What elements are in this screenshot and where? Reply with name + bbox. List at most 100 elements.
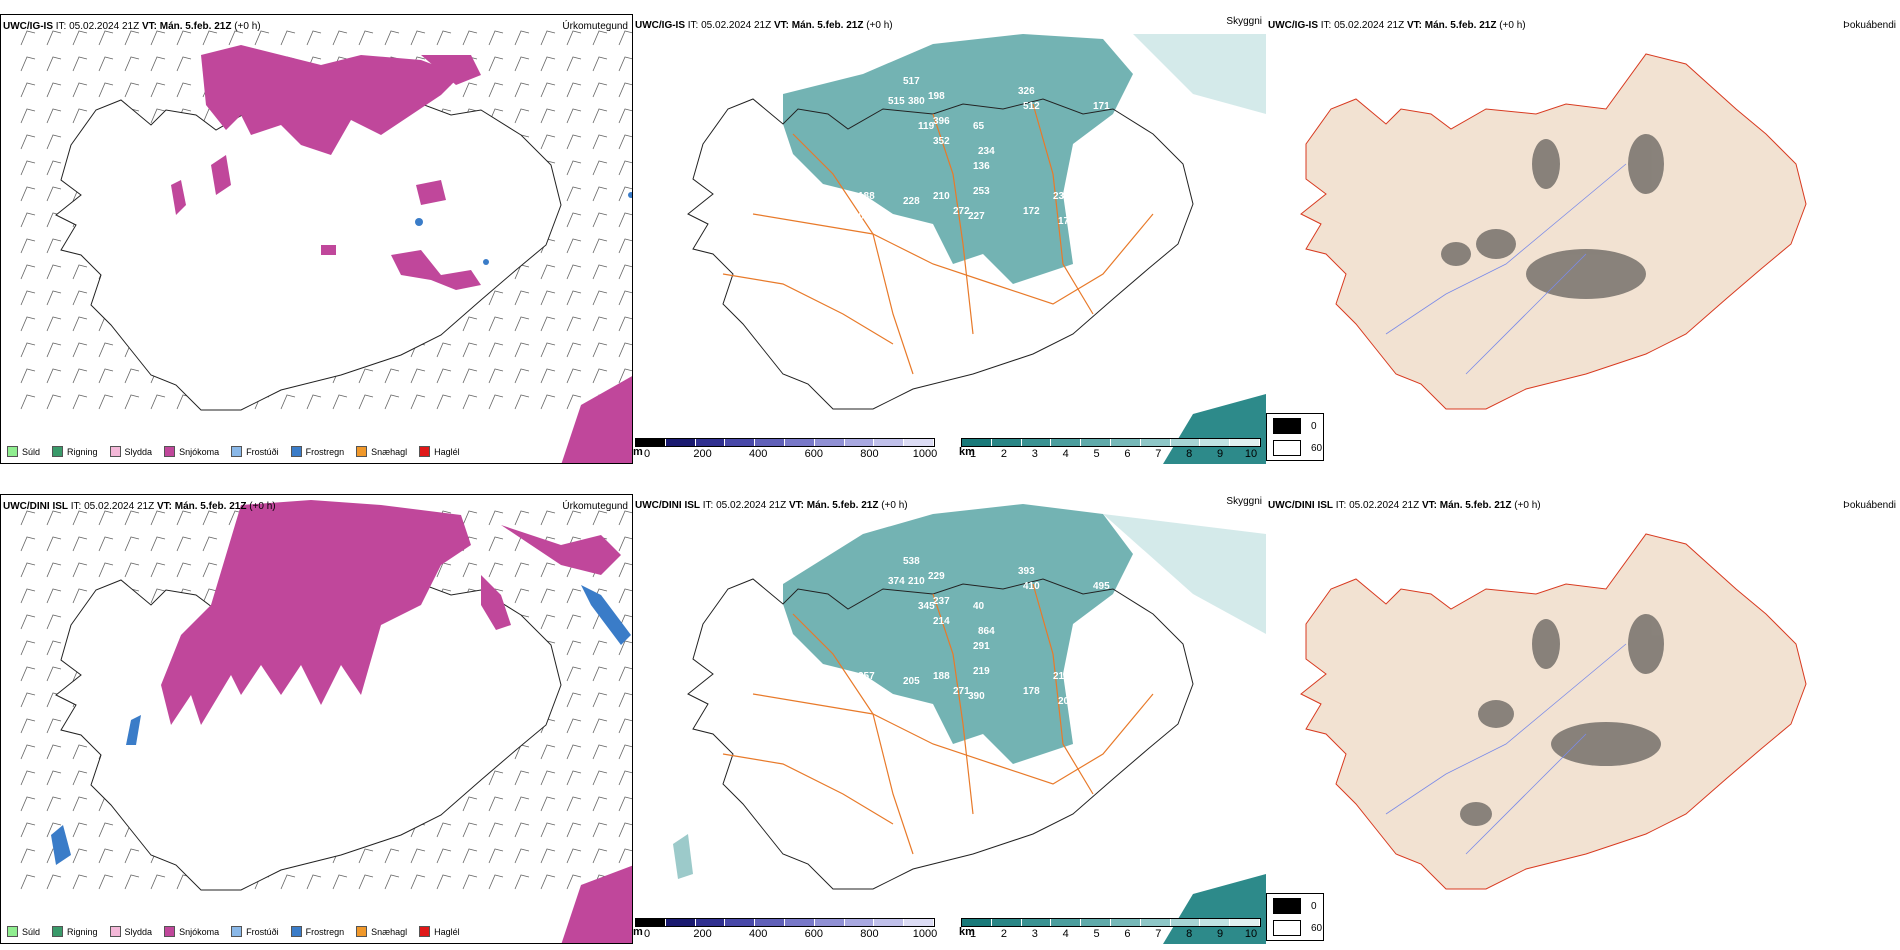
wind-barb bbox=[514, 316, 530, 332]
peak-height-label: 215 bbox=[1053, 671, 1070, 682]
wind-barb bbox=[514, 342, 530, 358]
wind-barb bbox=[592, 666, 608, 682]
peak-height-label: 233 bbox=[1053, 191, 1070, 202]
wind-barb bbox=[618, 238, 632, 254]
precip-map-bottom bbox=[20, 500, 632, 943]
precip-legend-item: Frostregn bbox=[290, 926, 344, 937]
wind-barb bbox=[618, 822, 632, 838]
legend-swatch bbox=[356, 926, 368, 937]
wind-barb bbox=[592, 822, 608, 838]
wind-barb bbox=[46, 718, 62, 734]
wind-barb bbox=[46, 30, 62, 46]
iceland-land bbox=[1300, 53, 1807, 410]
wind-barb bbox=[98, 848, 114, 864]
wind-barb bbox=[566, 394, 582, 410]
wind-barb bbox=[332, 874, 348, 890]
road-network bbox=[722, 103, 1154, 375]
wind-barb bbox=[202, 536, 218, 552]
wind-barb bbox=[410, 874, 426, 890]
legend-swatch bbox=[7, 926, 18, 937]
wind-barb bbox=[98, 394, 114, 410]
wind-barb bbox=[540, 56, 556, 72]
wind-barb bbox=[618, 134, 632, 150]
wind-barb bbox=[46, 588, 62, 604]
wind-barb bbox=[46, 510, 62, 526]
wind-barb bbox=[176, 536, 192, 552]
wind-barb bbox=[358, 394, 374, 410]
wind-barb bbox=[566, 316, 582, 332]
wind-barb bbox=[384, 848, 400, 864]
wind-barb bbox=[72, 770, 88, 786]
wind-barb bbox=[20, 264, 36, 280]
wind-barb bbox=[592, 212, 608, 228]
wind-barb bbox=[254, 30, 270, 46]
wind-barb bbox=[202, 588, 218, 604]
wind-barb bbox=[592, 510, 608, 526]
colorbar-tick: 7 bbox=[1155, 928, 1162, 940]
wind-barb bbox=[20, 640, 36, 656]
wind-barb bbox=[72, 290, 88, 306]
legend-swatch bbox=[290, 926, 302, 937]
peak-height-label: 172 bbox=[1023, 206, 1040, 217]
peak-labels: 517 515 380 198 396 326 512 171 119 352 65 234 136 25… bbox=[853, 76, 1110, 227]
wind-barb bbox=[176, 82, 192, 98]
fog-legend-swatch-0 bbox=[1273, 418, 1301, 434]
colorbar-tick: 8 bbox=[1186, 928, 1193, 940]
wind-barb bbox=[592, 770, 608, 786]
wind-barb bbox=[618, 562, 632, 578]
wind-barb bbox=[618, 30, 632, 46]
wind-barb bbox=[20, 614, 36, 630]
wind-barb bbox=[280, 394, 296, 410]
wind-barb bbox=[72, 368, 88, 384]
legend-swatch bbox=[109, 446, 121, 457]
wind-barb bbox=[124, 510, 140, 526]
wind-barb bbox=[436, 342, 452, 358]
wind-barb bbox=[514, 874, 530, 890]
colorbar-tick: 1 bbox=[969, 448, 977, 460]
wind-barb bbox=[514, 770, 530, 786]
wind-barb bbox=[618, 510, 632, 526]
visibility-panel-bottom: 538 374 210 229 237 393 410 495 345 214 40 864 291 21… bbox=[633, 494, 1266, 944]
wind-barb bbox=[566, 848, 582, 864]
wind-barb bbox=[72, 874, 88, 890]
wind-barb bbox=[592, 108, 608, 124]
wind-barb bbox=[540, 848, 556, 864]
wind-barb bbox=[488, 30, 504, 46]
legend-label: Snæhagl bbox=[371, 446, 408, 457]
colorbar-tick: 2 bbox=[1000, 448, 1007, 460]
peak-height-label: 188 bbox=[858, 191, 875, 202]
wind-barb bbox=[514, 562, 530, 578]
peak-labels: 538 374 210 229 237 393 410 495 345 214 40 864 291 21… bbox=[858, 556, 1110, 707]
wind-barb bbox=[202, 510, 218, 526]
wind-barb bbox=[488, 510, 504, 526]
colorbar-tick: 10 bbox=[1244, 448, 1258, 460]
legend-swatch bbox=[7, 446, 18, 457]
wind-barb bbox=[46, 562, 62, 578]
panel-title: UWC/IG-IS IT: 05.02.2024 21Z VT: Mán. 5.… bbox=[3, 21, 261, 32]
legend-label: Snæhagl bbox=[371, 926, 408, 937]
vis-fog-field bbox=[783, 34, 1133, 284]
wind-barb bbox=[488, 342, 504, 358]
wind-barb bbox=[98, 368, 114, 384]
iceland-coastline bbox=[687, 578, 1194, 890]
wind-barb bbox=[410, 30, 426, 46]
wind-barb bbox=[462, 796, 478, 812]
wind-barb bbox=[488, 316, 504, 332]
legend-swatch bbox=[109, 926, 121, 937]
wind-barb bbox=[98, 874, 114, 890]
wind-barb bbox=[20, 394, 36, 410]
fog-map-top bbox=[1300, 53, 1807, 410]
wind-barb bbox=[72, 316, 88, 332]
wind-barb bbox=[540, 30, 556, 46]
wind-barb bbox=[20, 238, 36, 254]
fog-legend: 0 60 bbox=[1266, 893, 1324, 941]
wind-barb bbox=[514, 82, 530, 98]
wind-barb bbox=[306, 394, 322, 410]
wind-barb bbox=[20, 316, 36, 332]
wind-barb bbox=[20, 874, 36, 890]
wind-barb bbox=[20, 56, 36, 72]
wind-barb bbox=[280, 874, 296, 890]
iceland-coastline bbox=[687, 98, 1194, 410]
precip-map-top bbox=[20, 30, 632, 463]
